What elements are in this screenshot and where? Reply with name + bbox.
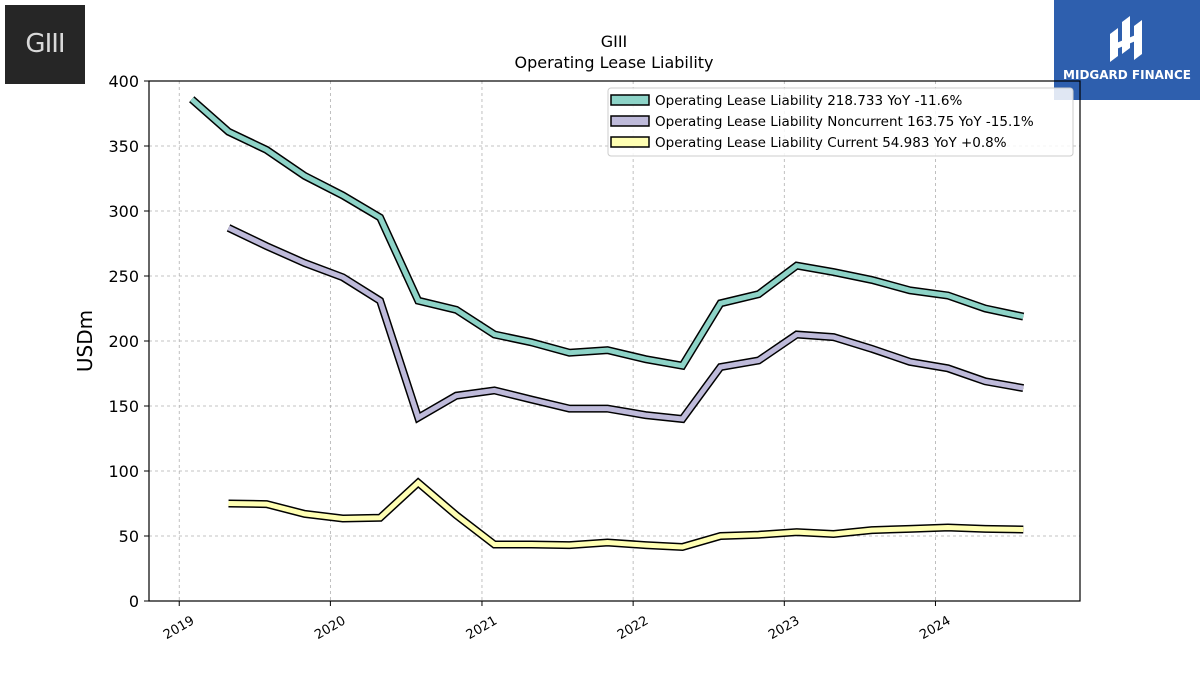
series-line-1 bbox=[227, 225, 1024, 422]
legend-label-2: Operating Lease Liability Current 54.983… bbox=[655, 135, 1007, 151]
x-tick-label: 2023 bbox=[766, 613, 802, 643]
x-tick-label: 2020 bbox=[312, 613, 348, 643]
midgard-emblem-icon bbox=[1110, 16, 1142, 62]
x-tick-label: 2019 bbox=[161, 613, 197, 643]
giii-logo-text: GIII bbox=[25, 29, 65, 59]
grid bbox=[149, 80, 1080, 602]
y-tick-label: 150 bbox=[108, 397, 139, 416]
legend-box bbox=[607, 87, 1074, 157]
series-line-0 bbox=[190, 97, 1024, 369]
legend-label-0: Operating Lease Liability 218.733 YoY -1… bbox=[655, 93, 963, 109]
y-tick-label: 350 bbox=[108, 137, 139, 156]
legend-swatch-0 bbox=[610, 94, 650, 106]
x-tick-label: 2021 bbox=[464, 613, 500, 643]
legend: Operating Lease Liability 218.733 YoY -1… bbox=[607, 87, 1074, 157]
series-line-outline-1 bbox=[226, 224, 1025, 424]
x-tick-label: 2022 bbox=[615, 613, 651, 643]
y-axis-label: USDm bbox=[73, 310, 97, 372]
giii-logo: GIII bbox=[5, 5, 85, 84]
chart-subtitle: Operating Lease Liability bbox=[514, 53, 713, 72]
y-tick-label: 250 bbox=[108, 267, 139, 286]
y-tick-label: 50 bbox=[119, 527, 139, 546]
chart-title: GIII bbox=[601, 32, 628, 51]
midgard-finance-logo: MIDGARD FINANCE bbox=[1054, 0, 1200, 100]
legend-swatch-1 bbox=[610, 115, 650, 127]
y-tick-label: 200 bbox=[108, 332, 139, 351]
y-tick-label: 300 bbox=[108, 202, 139, 221]
legend-swatch-2 bbox=[610, 136, 650, 148]
series-layer bbox=[189, 96, 1025, 552]
legend-label-1: Operating Lease Liability Noncurrent 163… bbox=[655, 114, 1034, 130]
series-line-outline-2 bbox=[228, 477, 1024, 552]
x-tick-label: 2024 bbox=[917, 613, 953, 643]
axes: 0 50 100 150 200 250 300 350 400 2019 2020 2021 2022… bbox=[108, 72, 953, 643]
y-tick-label: 0 bbox=[129, 592, 139, 611]
y-tick-label: 400 bbox=[108, 72, 139, 91]
series-line-2 bbox=[228, 479, 1024, 550]
y-tick-label: 100 bbox=[108, 462, 139, 481]
midgard-finance-text: MIDGARD FINANCE bbox=[1063, 68, 1191, 82]
